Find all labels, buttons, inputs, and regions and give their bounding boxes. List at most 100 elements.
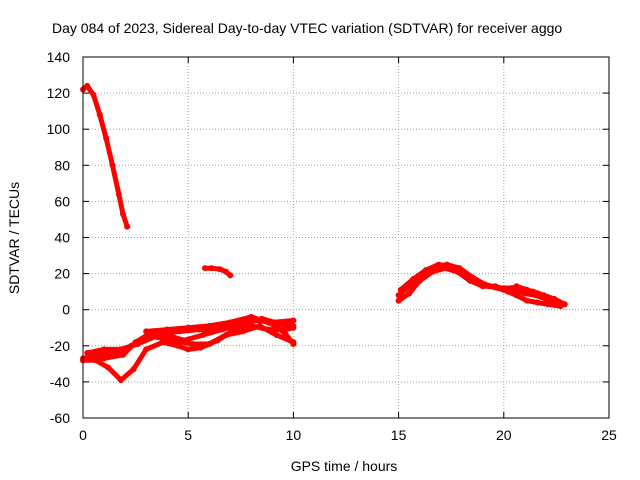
grid xyxy=(83,57,609,418)
x-tick-label: 25 xyxy=(601,427,617,443)
data-point xyxy=(544,301,551,308)
data-point xyxy=(117,346,124,353)
data-point xyxy=(119,351,126,358)
data-point xyxy=(103,135,110,142)
data-point xyxy=(124,223,131,230)
x-tick-label: 5 xyxy=(184,427,192,443)
data-point xyxy=(395,297,402,304)
x-tick-label: 0 xyxy=(79,427,87,443)
data-point xyxy=(115,191,122,198)
data-point xyxy=(174,342,181,349)
data-point xyxy=(105,364,112,371)
data-point xyxy=(492,283,499,290)
data-point xyxy=(202,265,209,272)
data-point xyxy=(130,366,137,373)
data-point xyxy=(406,290,413,297)
data-point xyxy=(290,340,297,347)
data-point xyxy=(534,290,541,297)
data-point xyxy=(505,288,512,295)
data-point xyxy=(429,268,436,275)
data-point xyxy=(223,331,230,338)
data-point xyxy=(290,317,297,324)
data-point xyxy=(92,357,99,364)
y-tick-label: 60 xyxy=(54,193,70,209)
data-point xyxy=(273,331,280,338)
data-point xyxy=(164,326,171,333)
data-point xyxy=(422,266,429,273)
series-line xyxy=(80,83,130,230)
data-point xyxy=(101,346,108,353)
series-decline xyxy=(80,82,131,230)
data-point xyxy=(134,340,141,347)
data-point xyxy=(555,301,562,308)
data-point xyxy=(84,82,91,89)
data-point xyxy=(441,265,448,272)
data-point xyxy=(239,328,246,335)
series-evening-d xyxy=(513,283,562,308)
data-point xyxy=(109,162,116,169)
data-point xyxy=(117,377,124,384)
data-point xyxy=(435,261,442,268)
data-point xyxy=(143,346,150,353)
data-point xyxy=(185,324,192,331)
data-point xyxy=(290,324,297,331)
data-point xyxy=(227,319,234,326)
data-point xyxy=(534,299,541,306)
axis-ticks: 0 5 10 15 20 25 -60 -40 -20 0 20 40 60 80 100 120 140 xyxy=(47,49,617,443)
data-point xyxy=(206,340,213,347)
data-point xyxy=(227,272,234,279)
y-tick-label: 100 xyxy=(47,121,71,137)
data-point xyxy=(170,337,177,344)
data-point xyxy=(269,321,276,328)
data-point xyxy=(454,268,461,275)
y-tick-label: -40 xyxy=(50,374,70,390)
data-point xyxy=(513,283,520,290)
data-point xyxy=(523,297,530,304)
data-point xyxy=(208,265,215,272)
data-point xyxy=(248,313,255,320)
x-axis-label: GPS time / hours xyxy=(291,458,398,474)
data-point xyxy=(467,277,474,284)
series-morning-e xyxy=(143,313,297,347)
series-evening-c xyxy=(395,265,564,310)
x-tick-label: 15 xyxy=(391,427,407,443)
data-point xyxy=(185,346,192,353)
data-point xyxy=(256,322,263,329)
series-short-arc xyxy=(202,265,234,279)
data-point xyxy=(151,333,158,340)
data-point xyxy=(479,283,486,290)
data-point xyxy=(96,111,103,118)
x-tick-label: 20 xyxy=(496,427,512,443)
chart-title: Day 084 of 2023, Sidereal Day-to-day VTE… xyxy=(52,20,562,36)
data-point xyxy=(189,340,196,347)
data-point xyxy=(199,331,206,338)
y-tick-label: -20 xyxy=(50,338,70,354)
y-tick-label: 20 xyxy=(54,266,70,282)
data-point xyxy=(544,295,551,302)
data-point xyxy=(218,326,225,333)
data-point xyxy=(223,268,230,275)
y-axis-label: SDTVAR / TECUs xyxy=(6,182,22,294)
data-point xyxy=(513,292,520,299)
data-point xyxy=(90,91,97,98)
y-tick-label: 40 xyxy=(54,230,70,246)
x-tick-label: 10 xyxy=(286,427,302,443)
data-point xyxy=(206,322,213,329)
data-point xyxy=(410,276,417,283)
series-layer xyxy=(80,82,568,384)
data-point xyxy=(119,211,126,218)
y-tick-label: -60 xyxy=(50,410,70,426)
y-tick-label: 120 xyxy=(47,85,71,101)
data-point xyxy=(101,355,108,362)
y-tick-label: 140 xyxy=(47,49,71,65)
data-point xyxy=(416,277,423,284)
data-point xyxy=(143,328,150,335)
data-point xyxy=(277,321,284,328)
y-tick-label: 80 xyxy=(54,157,70,173)
data-point xyxy=(397,286,404,293)
data-point xyxy=(281,330,288,337)
y-tick-label: 0 xyxy=(62,302,70,318)
data-point xyxy=(84,350,91,357)
data-point xyxy=(216,266,223,273)
